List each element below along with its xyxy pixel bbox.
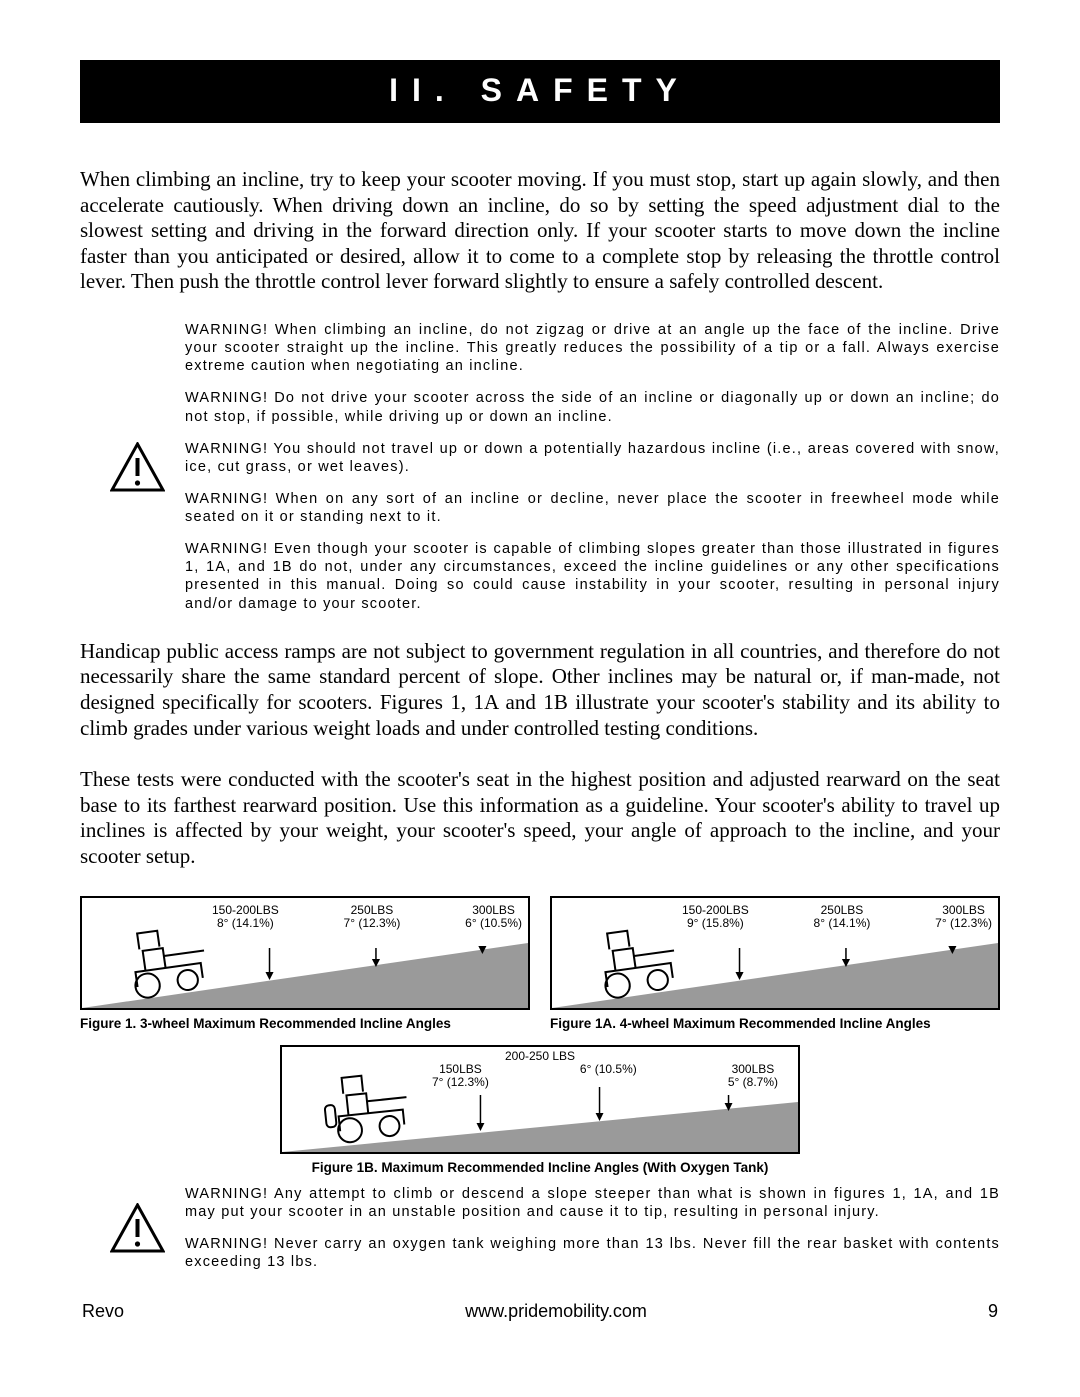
fig1b-caption: Figure 1B. Maximum Recommended Incline A… xyxy=(280,1160,800,1175)
warning-triangle-icon xyxy=(110,442,165,492)
paragraph-2: Handicap public access ramps are not sub… xyxy=(80,639,1000,741)
footer-center: www.pridemobility.com xyxy=(465,1301,647,1322)
warning-5: WARNING! Even though your scooter is cap… xyxy=(185,540,1000,613)
warnings-block-1: WARNING! When climbing an incline, do no… xyxy=(80,321,1000,613)
footer-right: 9 xyxy=(988,1301,998,1322)
fig1a-labels: 150-200LBS9° (15.8%) 250LBS8° (14.1%) 30… xyxy=(682,904,992,932)
fig1-caption: Figure 1. 3-wheel Maximum Recommended In… xyxy=(80,1016,530,1031)
warnings-text-1: WARNING! When climbing an incline, do no… xyxy=(185,321,1000,613)
paragraph-3: These tests were conducted with the scoo… xyxy=(80,767,1000,869)
warning-2: WARNING! Do not drive your scooter acros… xyxy=(185,389,1000,425)
warning-4: WARNING! When on any sort of an incline … xyxy=(185,490,1000,526)
fig1b-labels: 150LBS7° (12.3%) 6° (10.5%) 300LBS5° (8.… xyxy=(432,1063,778,1091)
fig1a-caption: Figure 1A. 4-wheel Maximum Recommended I… xyxy=(550,1016,1000,1031)
figure-1a: 150-200LBS9° (15.8%) 250LBS8° (14.1%) 30… xyxy=(550,896,1000,1031)
warning-3: WARNING! You should not travel up or dow… xyxy=(185,440,1000,476)
figure-1: 150-200LBS8° (14.1%) 250LBS7° (12.3%) 30… xyxy=(80,896,530,1031)
warning-7: WARNING! Never carry an oxygen tank weig… xyxy=(185,1235,1000,1271)
warning-triangle-icon xyxy=(110,1203,165,1253)
page-footer: Revo www.pridemobility.com 9 xyxy=(80,1301,1000,1322)
warnings-text-2: WARNING! Any attempt to climb or descend… xyxy=(185,1185,1000,1272)
fig1b-top-label: 200-250 LBS xyxy=(282,1049,798,1063)
paragraph-1: When climbing an incline, try to keep yo… xyxy=(80,167,1000,295)
figure-1b: 200-250 LBS 150LBS7° (12.3%) 6° (10.5%) … xyxy=(280,1045,800,1175)
footer-left: Revo xyxy=(82,1301,124,1322)
warnings-block-2: WARNING! Any attempt to climb or descend… xyxy=(80,1185,1000,1272)
fig1-labels: 150-200LBS8° (14.1%) 250LBS7° (12.3%) 30… xyxy=(212,904,522,932)
section-title: II. SAFETY xyxy=(80,60,1000,123)
warning-6: WARNING! Any attempt to climb or descend… xyxy=(185,1185,1000,1221)
warning-1: WARNING! When climbing an incline, do no… xyxy=(185,321,1000,375)
